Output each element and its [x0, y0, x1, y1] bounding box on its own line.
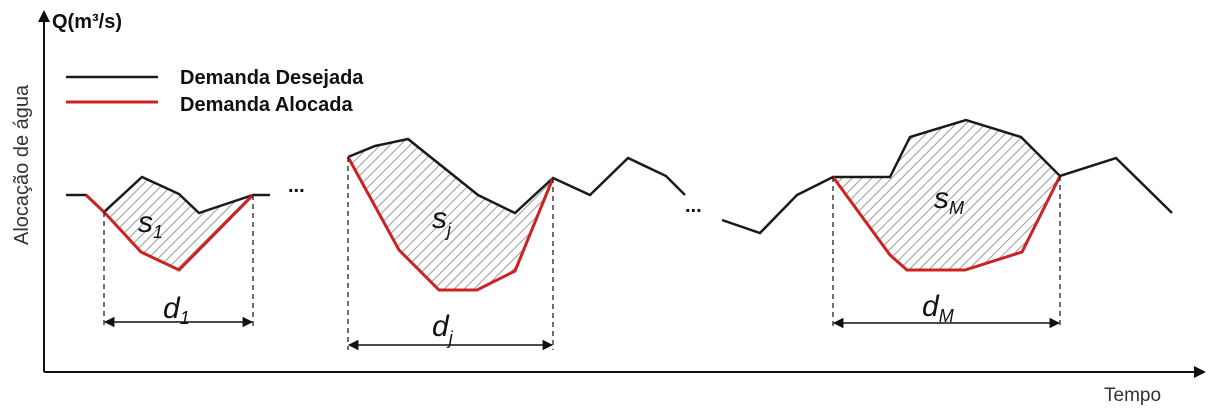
- allocated-demand-line-3: [831, 175, 1062, 272]
- allocated-demand-line-1: [84, 193, 255, 272]
- area-label-1: s1: [138, 206, 163, 242]
- y-axis-title: Q(m³/s): [52, 11, 122, 33]
- y-axis-label: Alocação de água: [11, 84, 33, 245]
- allocated-demand-line-2: [346, 156, 555, 292]
- deficit-area-1: [104, 177, 253, 270]
- ellipsis-1: ...: [288, 175, 305, 197]
- legend-desired-label: Demanda Desejada: [180, 67, 364, 89]
- duration-label-1: d1: [163, 292, 190, 328]
- deficit-area-j: [348, 139, 553, 290]
- deficit-area-m: [833, 120, 1060, 270]
- duration-label-m: dM: [922, 290, 954, 326]
- ellipsis-2: ...: [685, 195, 702, 217]
- area-label-m: sM: [934, 182, 964, 218]
- duration-label-j: dj: [432, 310, 454, 348]
- dashed-guides: [103, 157, 1061, 350]
- area-label-j: sj: [432, 202, 452, 240]
- legend-allocated-label: Demanda Alocada: [180, 94, 354, 116]
- x-axis-label: Tempo: [1104, 385, 1161, 406]
- desired-demand-line-2: [347, 137, 686, 215]
- desired-demand-line-3: [721, 118, 1173, 235]
